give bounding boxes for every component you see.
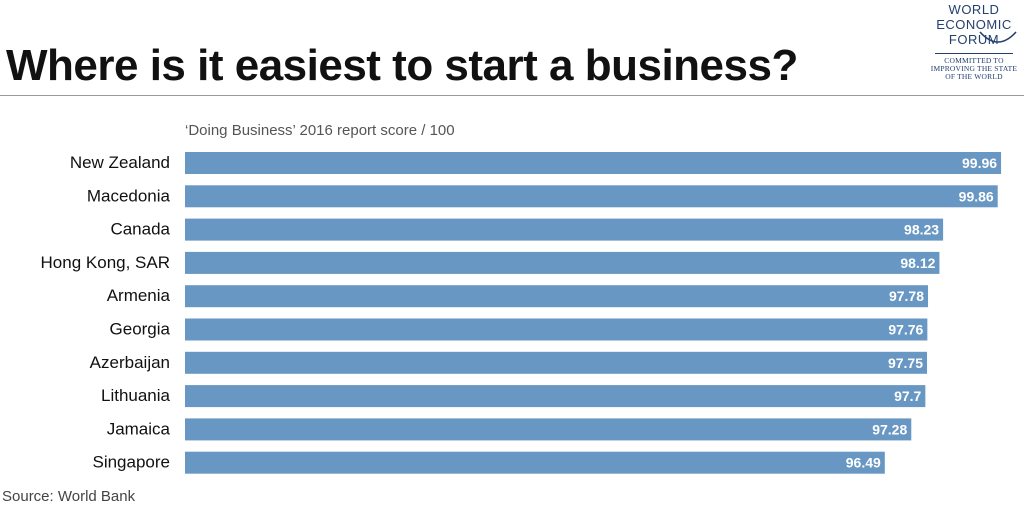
source-note: Source: World Bank xyxy=(2,488,136,505)
chart-subtitle: ‘Doing Business’ 2016 report score / 100 xyxy=(185,122,455,139)
value-label: 98.23 xyxy=(904,222,939,238)
category-label: Georgia xyxy=(110,320,171,339)
category-label: Azerbaijan xyxy=(90,353,170,372)
bar xyxy=(185,185,998,208)
bar-chart: New Zealand 99.96 Macedonia 99.86 Canada 98.2… xyxy=(41,152,1002,474)
bar xyxy=(185,251,940,274)
value-label: 96.49 xyxy=(846,455,881,471)
category-label: Hong Kong, SAR xyxy=(41,253,170,272)
category-label: Canada xyxy=(110,220,170,239)
category-label: Singapore xyxy=(92,453,170,472)
bar xyxy=(185,418,912,441)
value-label: 97.78 xyxy=(889,288,924,304)
category-label: Armenia xyxy=(107,286,171,305)
bar xyxy=(185,385,926,408)
category-label: Macedonia xyxy=(87,186,171,205)
logo-arc-icon xyxy=(979,31,1017,43)
logo-tagline-2: IMPROVING THE STATE xyxy=(930,64,1018,73)
bar xyxy=(185,318,928,341)
wef-logo: WORLD ECONOMIC FORUM COMMITTED TO IMPROV… xyxy=(930,2,1018,94)
value-label: 97.7 xyxy=(894,388,921,404)
category-label: Lithuania xyxy=(101,386,171,405)
bar xyxy=(185,451,885,474)
value-label: 97.76 xyxy=(888,322,923,338)
logo-tagline-1: COMMITTED TO xyxy=(944,56,1004,65)
category-label: New Zealand xyxy=(70,153,170,172)
logo-word-1: WORLD xyxy=(948,2,1000,17)
value-label: 99.96 xyxy=(962,155,997,171)
logo-tagline-3: OF THE WORLD xyxy=(945,72,1003,81)
value-label: 97.28 xyxy=(872,421,907,437)
bar xyxy=(185,285,929,308)
logo-word-3: FORUM xyxy=(948,32,1000,47)
bar xyxy=(185,351,928,374)
category-label: Jamaica xyxy=(107,419,171,438)
logo-tagline: COMMITTED TO IMPROVING THE STATE OF THE … xyxy=(930,57,1018,81)
logo-wordmark: WORLD ECONOMIC FORUM xyxy=(930,2,1018,47)
value-label: 97.75 xyxy=(888,355,923,371)
logo-divider xyxy=(935,53,1013,54)
value-label: 99.86 xyxy=(959,188,994,204)
value-label: 98.12 xyxy=(900,255,935,271)
bar xyxy=(185,218,944,241)
title-divider xyxy=(0,95,1024,96)
chart-title: Where is it easiest to start a business? xyxy=(6,41,798,90)
logo-word-2: ECONOMIC xyxy=(936,17,1012,32)
bar xyxy=(185,152,1002,174)
